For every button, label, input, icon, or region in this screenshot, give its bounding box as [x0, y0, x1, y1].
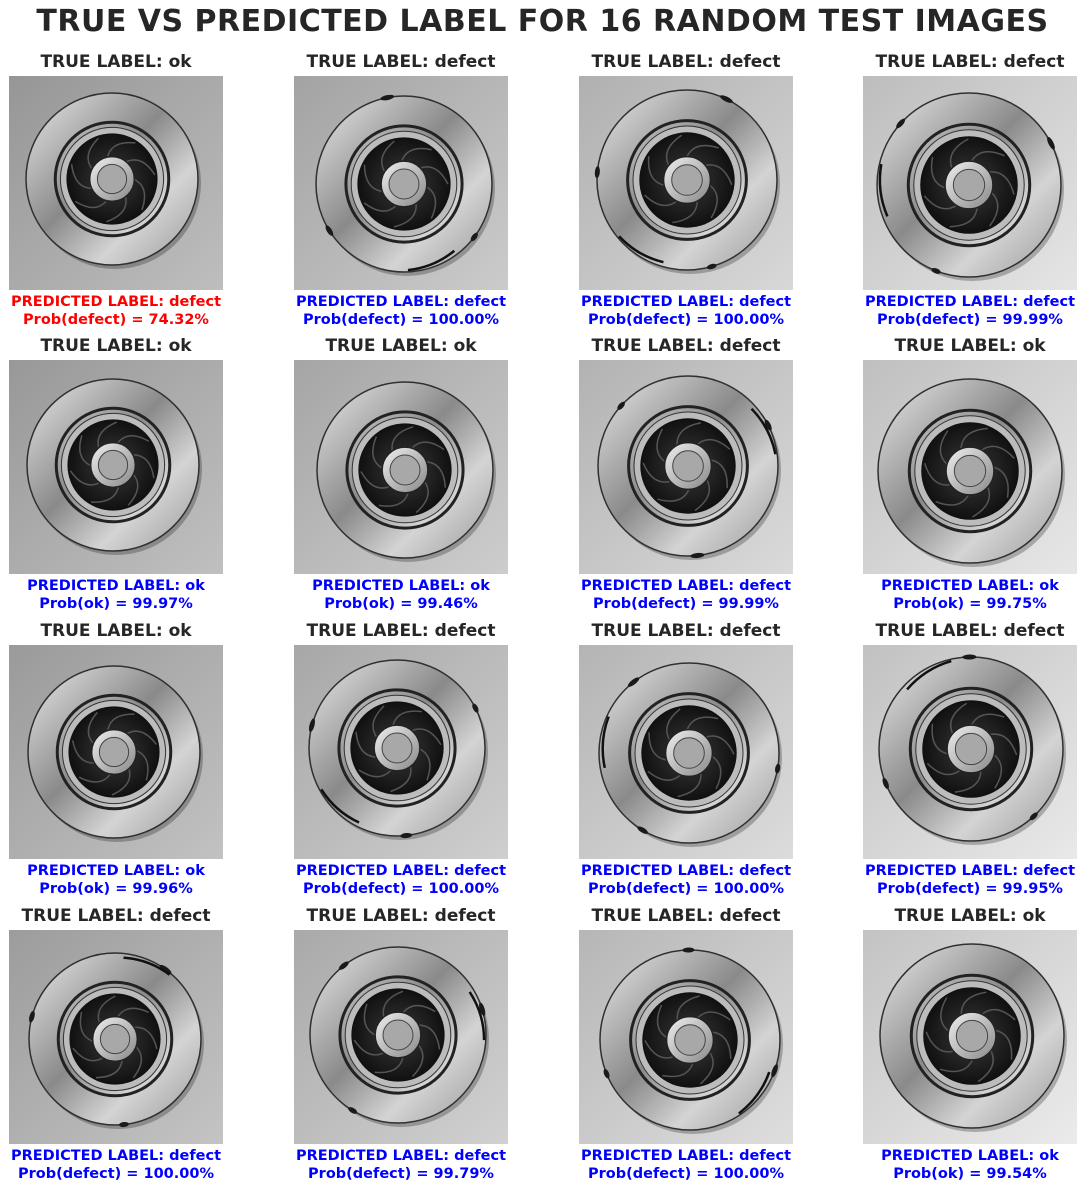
- prediction-block: PREDICTED LABEL: defect Prob(defect) = 99…: [244, 1147, 558, 1183]
- predicted-label: PREDICTED LABEL: ok: [27, 578, 205, 594]
- true-label: TRUE LABEL: defect: [591, 906, 781, 926]
- true-label: TRUE LABEL: defect: [875, 621, 1065, 641]
- predicted-label: PREDICTED LABEL: defect: [580, 294, 792, 310]
- prediction-block: PREDICTED LABEL: defect Prob(defect) = 99…: [529, 577, 843, 613]
- prediction-probability: Prob(defect) = 100.00%: [588, 881, 784, 897]
- true-label: TRUE LABEL: defect: [21, 906, 211, 926]
- prediction-block: PREDICTED LABEL: defect Prob(defect) = 74…: [0, 293, 273, 329]
- prediction-block: PREDICTED LABEL: defect Prob(defect) = 10…: [529, 862, 843, 898]
- sample-image: [9, 930, 223, 1144]
- prediction-probability: Prob(defect) = 99.95%: [877, 881, 1063, 897]
- sample-image: [294, 76, 508, 290]
- true-label: TRUE LABEL: defect: [306, 906, 496, 926]
- prediction-probability: Prob(ok) = 99.46%: [324, 596, 478, 612]
- impeller-image: [863, 360, 1077, 574]
- prediction-block: PREDICTED LABEL: ok Prob(ok) = 99.96%: [0, 862, 273, 898]
- sample-image: [9, 360, 223, 574]
- true-label: TRUE LABEL: defect: [591, 621, 781, 641]
- predicted-label: PREDICTED LABEL: defect: [864, 294, 1076, 310]
- impeller-image: [863, 645, 1077, 859]
- true-label: TRUE LABEL: ok: [40, 336, 192, 356]
- impeller-image: [9, 645, 223, 859]
- prediction-probability: Prob(ok) = 99.97%: [39, 596, 193, 612]
- sample-image: [579, 360, 793, 574]
- impeller-image: [9, 930, 223, 1144]
- prediction-probability: Prob(ok) = 99.75%: [893, 596, 1047, 612]
- impeller-image: [579, 76, 793, 290]
- true-label: TRUE LABEL: ok: [894, 906, 1046, 926]
- predicted-label: PREDICTED LABEL: defect: [295, 1148, 507, 1164]
- prediction-probability: Prob(defect) = 100.00%: [588, 312, 784, 328]
- impeller-image: [9, 360, 223, 574]
- predicted-label: PREDICTED LABEL: defect: [10, 294, 222, 310]
- impeller-image: [294, 930, 508, 1144]
- predicted-label: PREDICTED LABEL: ok: [881, 578, 1059, 594]
- true-label: TRUE LABEL: defect: [875, 52, 1065, 72]
- true-label: TRUE LABEL: ok: [40, 52, 192, 72]
- sample-image: [9, 76, 223, 290]
- prediction-block: PREDICTED LABEL: defect Prob(defect) = 99…: [813, 862, 1085, 898]
- prediction-block: PREDICTED LABEL: ok Prob(ok) = 99.97%: [0, 577, 273, 613]
- impeller-image: [863, 930, 1077, 1144]
- impeller-image: [863, 76, 1077, 290]
- sample-image: [863, 645, 1077, 859]
- prediction-probability: Prob(defect) = 100.00%: [588, 1166, 784, 1182]
- prediction-block: PREDICTED LABEL: ok Prob(ok) = 99.75%: [813, 577, 1085, 613]
- prediction-block: PREDICTED LABEL: ok Prob(ok) = 99.46%: [244, 577, 558, 613]
- prediction-block: PREDICTED LABEL: defect Prob(defect) = 10…: [529, 1147, 843, 1183]
- impeller-image: [294, 360, 508, 574]
- figure-title: TRUE VS PREDICTED LABEL FOR 16 RANDOM TE…: [36, 4, 1049, 39]
- prediction-block: PREDICTED LABEL: defect Prob(defect) = 10…: [0, 1147, 273, 1183]
- prediction-probability: Prob(defect) = 99.99%: [877, 312, 1063, 328]
- true-label: TRUE LABEL: defect: [306, 621, 496, 641]
- sample-image: [294, 930, 508, 1144]
- true-label: TRUE LABEL: defect: [306, 52, 496, 72]
- prediction-block: PREDICTED LABEL: ok Prob(ok) = 99.54%: [813, 1147, 1085, 1183]
- sample-image: [863, 360, 1077, 574]
- sample-image: [579, 930, 793, 1144]
- prediction-probability: Prob(defect) = 99.79%: [308, 1166, 494, 1182]
- predicted-label: PREDICTED LABEL: defect: [864, 863, 1076, 879]
- predicted-label: PREDICTED LABEL: defect: [295, 294, 507, 310]
- prediction-block: PREDICTED LABEL: defect Prob(defect) = 10…: [529, 293, 843, 329]
- sample-image: [579, 76, 793, 290]
- predicted-label: PREDICTED LABEL: ok: [312, 578, 490, 594]
- predicted-label: PREDICTED LABEL: defect: [295, 863, 507, 879]
- sample-image: [863, 76, 1077, 290]
- true-label: TRUE LABEL: ok: [325, 336, 477, 356]
- predicted-label: PREDICTED LABEL: defect: [580, 863, 792, 879]
- impeller-image: [579, 360, 793, 574]
- impeller-image: [9, 76, 223, 290]
- prediction-block: PREDICTED LABEL: defect Prob(defect) = 10…: [244, 293, 558, 329]
- true-label: TRUE LABEL: ok: [40, 621, 192, 641]
- prediction-probability: Prob(defect) = 100.00%: [303, 312, 499, 328]
- prediction-probability: Prob(defect) = 74.32%: [23, 312, 209, 328]
- sample-image: [579, 645, 793, 859]
- sample-image: [863, 930, 1077, 1144]
- impeller-image: [294, 645, 508, 859]
- predicted-label: PREDICTED LABEL: defect: [580, 578, 792, 594]
- predicted-label: PREDICTED LABEL: defect: [10, 1148, 222, 1164]
- prediction-block: PREDICTED LABEL: defect Prob(defect) = 10…: [244, 862, 558, 898]
- sample-image: [294, 360, 508, 574]
- predicted-label: PREDICTED LABEL: ok: [27, 863, 205, 879]
- true-label: TRUE LABEL: defect: [591, 336, 781, 356]
- predicted-label: PREDICTED LABEL: ok: [881, 1148, 1059, 1164]
- true-label: TRUE LABEL: ok: [894, 336, 1046, 356]
- prediction-probability: Prob(defect) = 100.00%: [303, 881, 499, 897]
- true-label: TRUE LABEL: defect: [591, 52, 781, 72]
- impeller-image: [579, 930, 793, 1144]
- prediction-probability: Prob(defect) = 99.99%: [593, 596, 779, 612]
- prediction-probability: Prob(ok) = 99.96%: [39, 881, 193, 897]
- impeller-image: [579, 645, 793, 859]
- sample-image: [9, 645, 223, 859]
- impeller-image: [294, 76, 508, 290]
- prediction-probability: Prob(defect) = 100.00%: [18, 1166, 214, 1182]
- prediction-block: PREDICTED LABEL: defect Prob(defect) = 99…: [813, 293, 1085, 329]
- predicted-label: PREDICTED LABEL: defect: [580, 1148, 792, 1164]
- sample-image: [294, 645, 508, 859]
- prediction-probability: Prob(ok) = 99.54%: [893, 1166, 1047, 1182]
